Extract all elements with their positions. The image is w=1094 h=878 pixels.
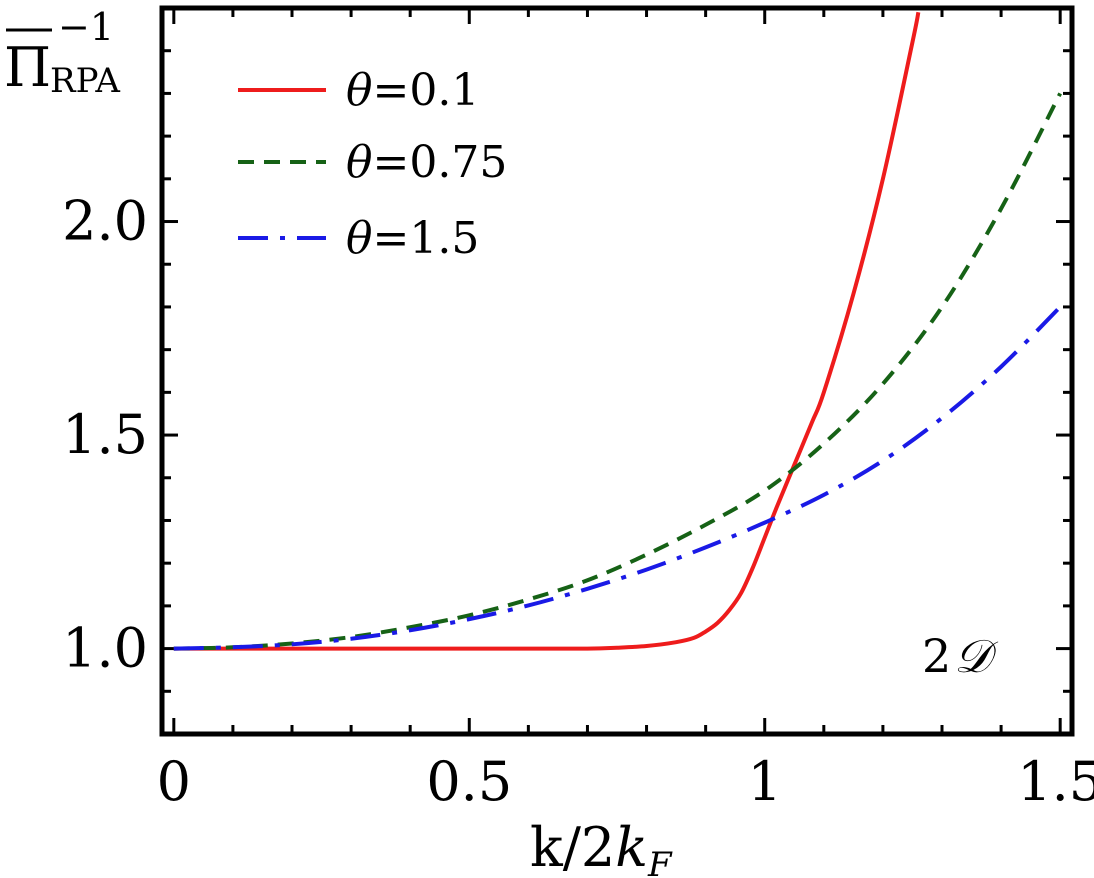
series-line-2 [173,92,1062,651]
legend-var: θ [346,137,373,188]
legend-var: θ [346,213,373,264]
x-tick-label: 0 [157,750,191,813]
legend-value: =0.75 [373,137,508,188]
y-axis-label-sup: −1 [58,5,114,49]
x-axis-label-sub: F [647,845,673,878]
y-axis-label-main: Π [4,36,51,99]
x-axis-label-main: k/2 [530,816,615,878]
x-tick-label: 1.5 [1017,750,1094,813]
y-tick-label: 1.5 [62,403,148,466]
dimension-annotation-symbol: 𝒟 [954,629,999,683]
legend-label-1: θ=0.1 [346,65,479,116]
x-axis-label: k/2kF [530,816,673,878]
dimension-annotation-number: 2 [922,629,951,683]
plot-frame [159,5,1075,737]
y-axis-label: Π −1 RPA [4,5,120,101]
x-tick-label: 1 [748,750,782,813]
legend-label-3: θ=1.5 [346,213,479,264]
legend: θ=0.1θ=0.75θ=1.5 [238,65,507,264]
tick-labels: 0 0.5 1 1.5 1.0 1.5 2.0 [62,190,1094,813]
legend-value: =1.5 [373,213,480,264]
axis-ticks [162,8,1072,734]
series-layer [173,11,1062,651]
x-tick-label: 0.5 [426,750,512,813]
y-tick-label: 2.0 [62,190,148,253]
y-tick-label: 1.0 [62,617,148,680]
legend-value: =0.1 [373,65,480,116]
x-axis-label-var: k [615,816,648,878]
legend-var: θ [346,65,373,116]
dimension-annotation: 2 𝒟 [922,629,999,683]
series-line-3 [173,305,1062,651]
y-axis-label-sub: RPA [50,61,120,101]
x-axis-label-text: k/2kF [530,816,673,878]
series-line-1 [173,11,921,651]
legend-label-2: θ=0.75 [346,137,507,188]
